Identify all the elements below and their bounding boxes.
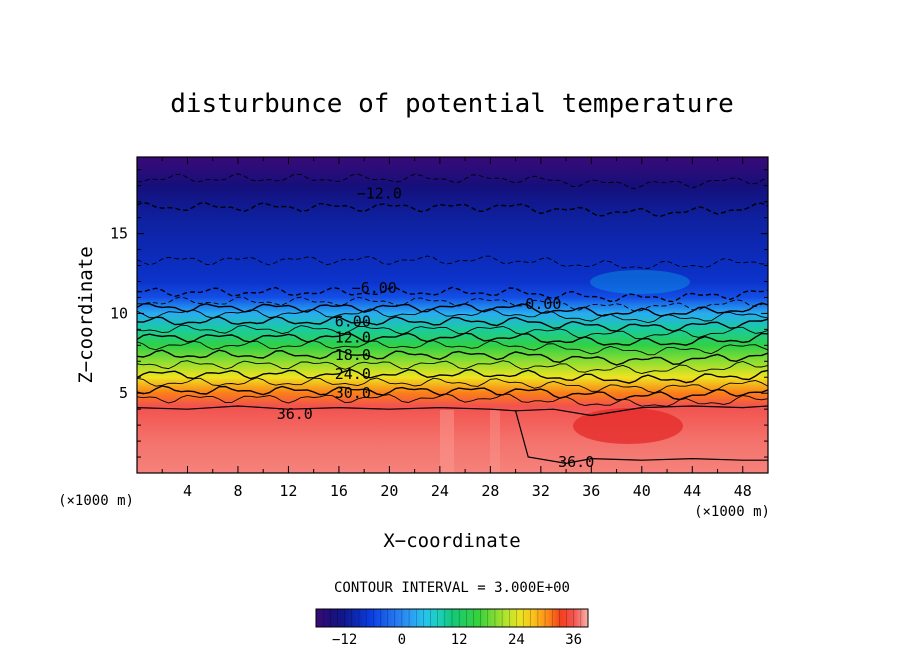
x-tick-label: 28: [481, 482, 499, 500]
x-tick-label: 20: [380, 482, 398, 500]
contour-label: 30.0: [335, 384, 371, 402]
contour-line: [137, 324, 768, 340]
x-tick-label: 8: [233, 482, 242, 500]
contour-line: [137, 349, 768, 366]
bump-patch: [590, 270, 690, 294]
contour-line: [137, 286, 768, 303]
x-tick-label: 12: [279, 482, 297, 500]
colorbar-tick-label: 0: [398, 632, 406, 648]
x-tick-label: 4: [183, 482, 192, 500]
contour-line: [137, 340, 768, 356]
contour-line: [137, 393, 768, 407]
contour-line: [137, 308, 768, 324]
x-tick-label: 40: [633, 482, 651, 500]
contour-label: −12.0: [357, 185, 402, 203]
chart-title: disturbunce of potential temperature: [170, 89, 734, 119]
pale-streak: [490, 410, 500, 473]
x-unit-right: (×1000 m): [694, 504, 770, 520]
contour-label: 6.00: [335, 312, 371, 330]
x-axis: 4 8 12 16 20 24 28 32 36 40 44 48 (×1000 m) (×1000 …: [58, 482, 770, 552]
contour-lines: [137, 173, 768, 465]
contour-interval: CONTOUR INTERVAL = 3.000E+00: [334, 580, 570, 596]
y-tick-labels: 5 10 15: [110, 225, 128, 403]
contour-label: 12.0: [335, 328, 371, 346]
highlight-patches: [440, 270, 690, 473]
y-tick-label: 10: [110, 304, 128, 322]
colorbar-tick-label: −12: [332, 632, 357, 648]
colorbar-tick-labels: −12 0 12 24 36: [332, 632, 582, 648]
contour-label: 24.0: [335, 365, 371, 383]
x-tick-label: 32: [532, 482, 550, 500]
contour-line: [137, 296, 768, 313]
y-axis: 5 10 15 Z−coordinate: [75, 225, 128, 403]
y-axis-label: Z−coordinate: [75, 246, 97, 383]
x-unit-left: (×1000 m): [58, 493, 134, 509]
contour-line: [137, 377, 768, 394]
colorbar-tick-label: 36: [565, 632, 582, 648]
colorbar-tick-label: 12: [451, 632, 468, 648]
contour-line-36: [137, 405, 768, 465]
x-tick-label: 36: [582, 482, 600, 500]
x-tick-labels: 4 8 12 16 20 24 28 32 36 40 44 48: [183, 482, 752, 500]
contour-line: [137, 368, 768, 384]
x-tick-label: 16: [330, 482, 348, 500]
x-axis-label: X−coordinate: [383, 530, 520, 552]
contour-line: [137, 332, 768, 346]
x-tick-label: 48: [734, 482, 752, 500]
contour-label: 0.00: [525, 295, 561, 313]
contour-line-30: [515, 405, 768, 417]
axis-ticks: [137, 157, 768, 473]
pale-streak: [440, 410, 454, 473]
x-tick-label: 44: [683, 482, 701, 500]
contour-line: [137, 360, 768, 374]
colorbar: −12 0 12 24 36: [315, 608, 589, 648]
contour-label: 36.0: [277, 405, 313, 423]
colorbar-tick-label: 24: [508, 632, 525, 648]
plot-frame: [136, 156, 769, 474]
y-tick-label: 15: [110, 225, 128, 243]
contour-line: [137, 173, 768, 190]
colorbar-frame: [315, 608, 589, 628]
contour-line: [137, 201, 768, 218]
colorbar-cell-lines: [322, 609, 582, 627]
contour-label: 36.0: [558, 453, 594, 471]
contour-label: 18.0: [335, 346, 371, 364]
warm-patch: [573, 408, 683, 444]
contour-line: [137, 385, 768, 401]
contour-label: −6.00: [352, 279, 397, 297]
contour-line: [137, 315, 768, 333]
y-tick-label: 5: [119, 384, 128, 402]
x-tick-label: 24: [431, 482, 449, 500]
contour-line: [137, 255, 768, 269]
